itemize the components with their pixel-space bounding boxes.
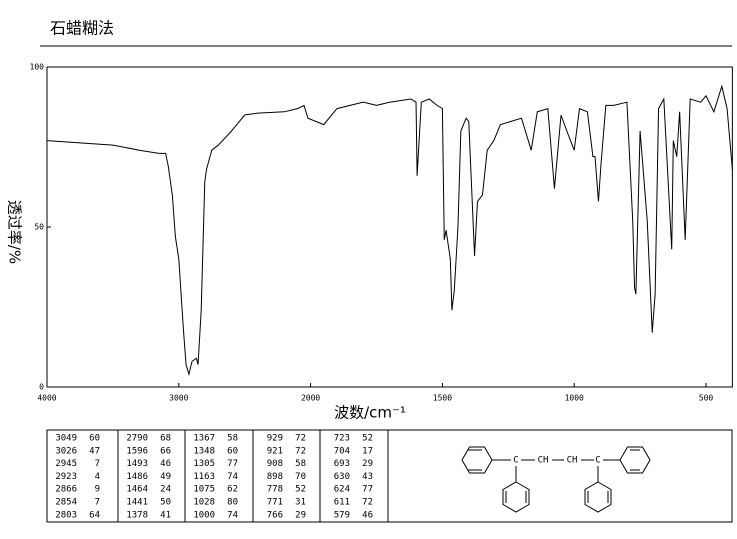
y-tick-label: 0 — [39, 383, 44, 392]
y-tick-label: 50 — [34, 223, 44, 232]
peak-transmittance: 29 — [295, 510, 306, 520]
spectrum-line — [46, 84, 733, 377]
peak-transmittance: 60 — [89, 434, 100, 444]
x-tick-label: 4000 — [37, 394, 56, 403]
x-axis-label: 波数/cm⁻¹ — [334, 404, 406, 422]
peak-transmittance: 52 — [362, 434, 373, 444]
peak-transmittance: 47 — [89, 446, 100, 456]
peak-transmittance: 72 — [295, 446, 306, 456]
x-tick-label: 1000 — [565, 394, 584, 403]
peak-wavenumber: 778 — [267, 485, 283, 495]
peak-wavenumber: 723 — [334, 434, 350, 444]
structure-diagram — [461, 446, 651, 513]
peak-transmittance: 77 — [362, 485, 373, 495]
peak-transmittance: 41 — [160, 510, 171, 520]
peak-transmittance: 7 — [95, 459, 100, 469]
peak-wavenumber: 1075 — [193, 485, 215, 495]
atom-label: C — [595, 456, 600, 466]
peak-wavenumber: 2803 — [55, 510, 77, 520]
peak-transmittance: 72 — [362, 498, 373, 508]
peak-wavenumber: 693 — [334, 459, 350, 469]
peak-transmittance: 77 — [227, 459, 238, 469]
peak-transmittance: 74 — [227, 472, 238, 482]
peak-transmittance: 74 — [227, 510, 238, 520]
peak-wavenumber: 908 — [267, 459, 283, 469]
benzene-ring — [502, 481, 530, 513]
peak-wavenumber: 2923 — [55, 472, 77, 482]
peak-wavenumber: 1486 — [126, 472, 148, 482]
peak-transmittance: 80 — [227, 498, 238, 508]
peak-wavenumber: 898 — [267, 472, 283, 482]
chart-title: 石蜡糊法 — [50, 19, 114, 38]
peak-transmittance: 58 — [227, 434, 238, 444]
peak-transmittance: 70 — [295, 472, 306, 482]
peak-transmittance: 31 — [295, 498, 306, 508]
peak-wavenumber: 1464 — [126, 485, 148, 495]
peak-transmittance: 62 — [227, 485, 238, 495]
y-axis-label: 透过率/% — [6, 200, 24, 264]
peak-transmittance: 29 — [362, 459, 373, 469]
peak-wavenumber: 1441 — [126, 498, 148, 508]
peak-transmittance: 46 — [362, 510, 373, 520]
ring-inner — [464, 457, 490, 469]
peak-wavenumber: 2866 — [55, 485, 77, 495]
peak-transmittance: 68 — [160, 434, 171, 444]
benzene-ring — [461, 446, 493, 474]
peak-transmittance: 66 — [160, 446, 171, 456]
y-tick-label: 100 — [30, 63, 45, 72]
peak-transmittance: 58 — [295, 459, 306, 469]
peak-transmittance: 64 — [89, 510, 100, 520]
peak-wavenumber: 2790 — [126, 434, 148, 444]
peak-wavenumber: 1378 — [126, 510, 148, 520]
peak-wavenumber: 1493 — [126, 459, 148, 469]
peak-transmittance: 9 — [95, 485, 100, 495]
x-tick-label: 2000 — [301, 394, 320, 403]
peak-transmittance: 72 — [295, 434, 306, 444]
peak-transmittance: 43 — [362, 472, 373, 482]
benzene-ring — [584, 481, 612, 513]
peak-wavenumber: 921 — [267, 446, 283, 456]
atom-label: C — [513, 456, 518, 466]
peak-wavenumber: 3026 — [55, 446, 77, 456]
peak-wavenumber: 771 — [267, 498, 283, 508]
peak-wavenumber: 1367 — [193, 434, 215, 444]
atom-label: CH — [567, 456, 578, 466]
peak-wavenumber: 624 — [334, 485, 350, 495]
peak-wavenumber: 3049 — [55, 434, 77, 444]
peak-transmittance: 60 — [227, 446, 238, 456]
peak-wavenumber: 630 — [334, 472, 350, 482]
peak-transmittance: 52 — [295, 485, 306, 495]
plot-frame — [46, 66, 733, 388]
peak-wavenumber: 2854 — [55, 498, 77, 508]
peak-wavenumber: 611 — [334, 498, 350, 508]
x-tick-label: 3000 — [169, 394, 188, 403]
benzene-ring — [619, 446, 651, 474]
peak-transmittance: 46 — [160, 459, 171, 469]
peak-table-frame — [46, 429, 733, 523]
peak-transmittance: 49 — [160, 472, 171, 482]
peak-wavenumber: 2945 — [55, 459, 77, 469]
peak-transmittance: 7 — [95, 498, 100, 508]
x-tick-label: 500 — [699, 394, 714, 403]
peak-wavenumber: 1000 — [193, 510, 215, 520]
peak-wavenumber: 929 — [267, 434, 283, 444]
peak-transmittance: 24 — [160, 485, 171, 495]
peak-wavenumber: 1028 — [193, 498, 215, 508]
peak-wavenumber: 766 — [267, 510, 283, 520]
x-tick-label: 1500 — [433, 394, 452, 403]
peak-transmittance: 17 — [362, 446, 373, 456]
peak-transmittance: 4 — [95, 472, 100, 482]
atom-label: CH — [538, 456, 549, 466]
peak-wavenumber: 1163 — [193, 472, 215, 482]
peak-wavenumber: 1596 — [126, 446, 148, 456]
peak-transmittance: 50 — [160, 498, 171, 508]
peak-wavenumber: 579 — [334, 510, 350, 520]
peak-wavenumber: 704 — [334, 446, 350, 456]
peak-wavenumber: 1348 — [193, 446, 215, 456]
peak-wavenumber: 1305 — [193, 459, 215, 469]
